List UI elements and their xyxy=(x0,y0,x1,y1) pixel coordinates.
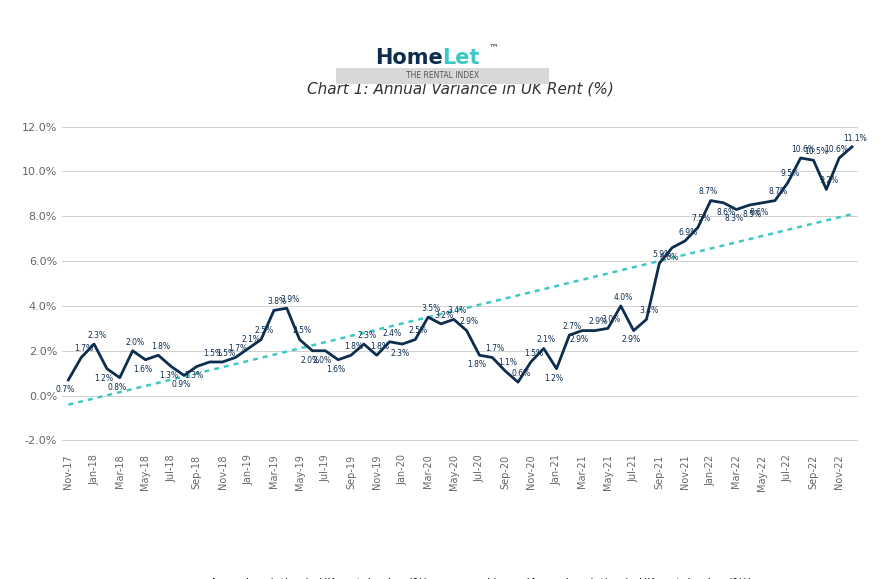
Text: 2.1%: 2.1% xyxy=(537,335,556,345)
Text: 9.2%: 9.2% xyxy=(820,176,839,185)
Text: 5.9%: 5.9% xyxy=(652,250,672,259)
Text: 2.1%: 2.1% xyxy=(242,335,260,345)
Text: 1.2%: 1.2% xyxy=(95,373,113,383)
Text: 2.5%: 2.5% xyxy=(254,327,273,335)
Text: 1.5%: 1.5% xyxy=(524,349,543,358)
Text: 2.0%: 2.0% xyxy=(313,356,332,365)
Text: 1.5%: 1.5% xyxy=(216,349,235,358)
Text: 2.3%: 2.3% xyxy=(88,331,106,340)
Text: 1.5%: 1.5% xyxy=(203,349,222,358)
Text: 2.3%: 2.3% xyxy=(390,349,409,358)
Text: 8.6%: 8.6% xyxy=(750,208,769,217)
Text: 0.9%: 0.9% xyxy=(172,380,191,389)
Text: 2.4%: 2.4% xyxy=(382,329,402,338)
Text: 1.6%: 1.6% xyxy=(326,365,345,373)
Text: 1.8%: 1.8% xyxy=(344,342,363,351)
Text: THE RENTAL INDEX: THE RENTAL INDEX xyxy=(406,71,479,80)
Text: 4.0%: 4.0% xyxy=(614,293,633,302)
Text: Let: Let xyxy=(442,48,480,68)
Text: 2.9%: 2.9% xyxy=(460,317,479,327)
Text: 2.9%: 2.9% xyxy=(621,335,641,345)
Text: 8.6%: 8.6% xyxy=(717,208,736,217)
Text: 0.7%: 0.7% xyxy=(56,385,75,394)
Text: 1.3%: 1.3% xyxy=(158,371,178,380)
Text: 10.6%: 10.6% xyxy=(825,145,849,154)
Text: 1.8%: 1.8% xyxy=(151,342,171,351)
Text: 10.6%: 10.6% xyxy=(791,145,815,154)
Text: ™: ™ xyxy=(489,42,498,53)
Text: 2.9%: 2.9% xyxy=(570,335,589,345)
Text: 2.3%: 2.3% xyxy=(357,331,376,340)
Text: 8.7%: 8.7% xyxy=(768,188,788,196)
Text: 1.8%: 1.8% xyxy=(467,360,486,369)
Text: 1.7%: 1.7% xyxy=(486,345,504,353)
Text: 8.3%: 8.3% xyxy=(724,214,743,223)
Text: 1.2%: 1.2% xyxy=(544,373,563,383)
Text: 8.5%: 8.5% xyxy=(743,210,762,219)
Text: 3.0%: 3.0% xyxy=(601,315,620,324)
Text: 3.4%: 3.4% xyxy=(447,306,466,315)
Text: 1.7%: 1.7% xyxy=(74,345,94,353)
Text: 1.7%: 1.7% xyxy=(228,345,248,353)
Text: 1.1%: 1.1% xyxy=(498,358,518,367)
Text: 3.9%: 3.9% xyxy=(280,295,299,304)
Text: 3.2%: 3.2% xyxy=(435,311,453,320)
Text: 3.4%: 3.4% xyxy=(640,306,658,315)
Text: 2.0%: 2.0% xyxy=(126,338,145,347)
Text: 0.6%: 0.6% xyxy=(512,369,530,378)
Text: 1.6%: 1.6% xyxy=(133,365,152,373)
Text: 9.5%: 9.5% xyxy=(781,170,800,178)
Text: 10.5%: 10.5% xyxy=(804,147,828,156)
Title: Chart 1: Annual Variance in UK Rent (%): Chart 1: Annual Variance in UK Rent (%) xyxy=(307,81,613,96)
Text: 3.8%: 3.8% xyxy=(267,297,286,306)
Text: 6.9%: 6.9% xyxy=(678,228,697,237)
Text: 2.5%: 2.5% xyxy=(293,327,312,335)
Legend: Annual variation in UK rental value (%), Linear (Annual variation in UK rental v: Annual variation in UK rental value (%),… xyxy=(164,573,757,579)
Text: 8.7%: 8.7% xyxy=(698,188,718,196)
Text: 7.5%: 7.5% xyxy=(691,214,711,223)
Text: 2.7%: 2.7% xyxy=(563,322,581,331)
Text: 1.8%: 1.8% xyxy=(370,342,389,351)
Text: 2.0%: 2.0% xyxy=(300,356,319,365)
Text: 3.5%: 3.5% xyxy=(421,304,441,313)
Text: 2.9%: 2.9% xyxy=(589,317,607,327)
Text: 0.8%: 0.8% xyxy=(107,383,127,391)
Text: Home: Home xyxy=(374,48,442,68)
Text: 2.5%: 2.5% xyxy=(409,327,427,335)
Text: 6.6%: 6.6% xyxy=(660,252,679,262)
Text: 11.1%: 11.1% xyxy=(843,134,866,142)
Text: 1.3%: 1.3% xyxy=(184,371,204,380)
